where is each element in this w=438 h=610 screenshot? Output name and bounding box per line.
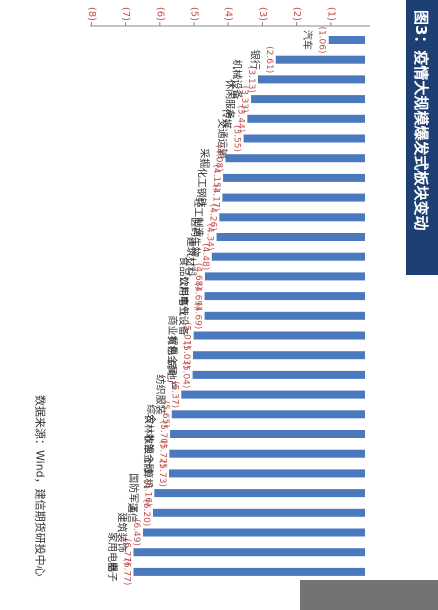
bar <box>133 548 365 557</box>
category-label: 非银金融 <box>142 434 155 474</box>
bar <box>192 351 365 360</box>
x-tick-label: (5) <box>189 7 200 21</box>
category-label: 商业贸易 <box>166 316 179 356</box>
category-label: 化工 <box>196 168 209 188</box>
bar <box>152 508 365 517</box>
bar <box>192 370 365 379</box>
data-label: (4.68) <box>193 263 203 290</box>
category-label: 计算机 <box>142 458 155 488</box>
bar <box>211 252 365 261</box>
chart-title: 图3：疫情大规模爆发式板块变动 <box>412 10 430 230</box>
category-label: 有色金属 <box>165 335 178 375</box>
title-bar <box>406 0 438 275</box>
x-tick-label: (4) <box>223 7 234 21</box>
category-label: 交通运输 <box>216 119 229 159</box>
data-label: (4.69) <box>193 302 203 329</box>
bar <box>204 292 365 301</box>
category-label: 农林牧渔 <box>143 414 156 454</box>
data-label: (5.37) <box>169 381 179 408</box>
watermark-bar <box>300 580 438 610</box>
data-label: (5.03) <box>181 342 191 369</box>
bar <box>275 55 365 64</box>
bar <box>223 173 365 182</box>
category-label: 电子 <box>106 562 119 582</box>
category-label: 食品饮料 <box>177 256 190 296</box>
bar <box>193 331 365 340</box>
bar <box>169 469 365 478</box>
x-tick-label: (6) <box>154 7 165 21</box>
bar <box>181 390 365 399</box>
category-label: 国防军工 <box>127 473 140 513</box>
category-label: 银行 <box>248 50 261 70</box>
bar <box>257 75 365 84</box>
data-label: (6.49) <box>131 519 141 546</box>
data-label: (4.08) <box>213 145 223 172</box>
category-label: 房地产 <box>165 360 178 390</box>
data-label: (3.13) <box>246 66 256 93</box>
data-label: (4.69) <box>193 283 203 310</box>
data-label: (6.16) <box>142 480 152 507</box>
category-label: 电气设备 <box>177 296 190 336</box>
data-label: (2.61) <box>264 46 274 73</box>
data-label: (5.73) <box>157 460 167 487</box>
bar <box>222 193 365 202</box>
bar <box>247 114 365 123</box>
data-label: (5.04) <box>181 361 191 388</box>
category-label: 休闲服务 <box>224 79 237 119</box>
data-label: (6.77) <box>121 539 131 566</box>
bar <box>251 95 365 104</box>
category-label: 汽车 <box>301 30 314 50</box>
bar <box>204 272 365 281</box>
data-label: (5.01) <box>182 322 192 349</box>
data-label: (6.77) <box>121 558 131 585</box>
data-label: (4.15) <box>211 164 221 191</box>
category-label: 机械设备 <box>230 59 243 99</box>
bar <box>154 489 365 498</box>
x-tick-label: (7) <box>120 7 131 21</box>
bar <box>225 154 365 163</box>
x-tick-label: (1) <box>325 7 336 21</box>
data-label: (5.72) <box>157 440 167 467</box>
category-label: 医药生物 <box>189 217 202 257</box>
category-label: 钢铁 <box>195 188 208 208</box>
data-label: (4.48) <box>200 243 210 270</box>
category-label: 家用电器 <box>106 532 119 572</box>
bar <box>204 311 365 320</box>
bar <box>133 567 365 576</box>
bar <box>169 449 365 458</box>
data-label: (3.44) <box>235 105 245 132</box>
bar <box>216 233 365 241</box>
data-label: (5.70) <box>158 420 168 447</box>
bar <box>243 134 365 143</box>
data-label: (4.34) <box>205 223 215 250</box>
bar <box>170 430 365 438</box>
data-label: (3.33) <box>239 86 249 113</box>
source-note: 数据来源：Wind，建信期货研投中心 <box>34 395 48 577</box>
bar <box>328 36 365 44</box>
data-label: (4.26) <box>207 204 217 231</box>
category-label: 建筑装饰 <box>116 513 129 553</box>
data-label: (3.55) <box>232 125 242 152</box>
category-label: 传媒 <box>220 109 232 129</box>
bar <box>219 213 365 222</box>
category-label: 建筑材料 <box>184 237 197 277</box>
bar <box>171 410 365 419</box>
bar <box>143 528 365 537</box>
data-label: (5.65) <box>160 401 170 428</box>
x-tick-label: (3) <box>257 7 268 21</box>
category-label: 采掘 <box>198 148 211 168</box>
x-tick-label: (8) <box>86 7 97 21</box>
category-label: 纺织服装 <box>154 375 167 415</box>
x-tick-label: (2) <box>291 7 302 21</box>
category-label: 综合 <box>144 404 157 424</box>
category-label: 公用事业 <box>177 276 190 316</box>
category-label: 通信 <box>125 503 137 523</box>
category-label: 轻工制造 <box>192 197 205 237</box>
data-label: (1.06) <box>317 26 327 53</box>
data-label: (4.17) <box>210 184 220 211</box>
data-label: (6.20) <box>141 499 151 526</box>
